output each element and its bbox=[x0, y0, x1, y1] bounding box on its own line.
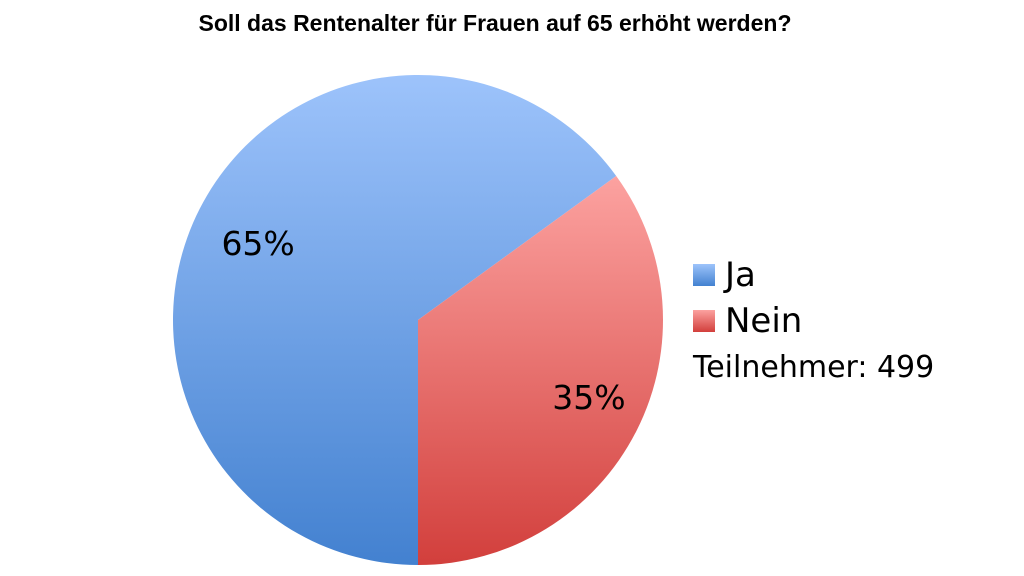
slice-label-ja: 65% bbox=[221, 224, 294, 263]
pie-slice-labels: 65% 35% bbox=[221, 224, 625, 417]
pie-slice-nein bbox=[418, 175, 663, 565]
chart-title: Soll das Rentenalter für Frauen auf 65 e… bbox=[198, 10, 792, 36]
legend-item-nein: Nein bbox=[693, 298, 934, 344]
legend-item-ja: Ja bbox=[693, 252, 934, 298]
legend-swatch-nein bbox=[693, 310, 715, 332]
pie-slice-ja bbox=[173, 74, 617, 566]
slice-label-nein: 35% bbox=[552, 378, 625, 417]
participants-count: Teilnehmer: 499 bbox=[693, 350, 935, 385]
legend-swatch-ja bbox=[693, 264, 715, 286]
pie-slices bbox=[173, 74, 663, 566]
legend-label-nein: Nein bbox=[725, 301, 803, 341]
legend-label-ja: Ja bbox=[725, 255, 756, 295]
legend: Ja Nein Teilnehmer: 499 bbox=[693, 252, 934, 388]
